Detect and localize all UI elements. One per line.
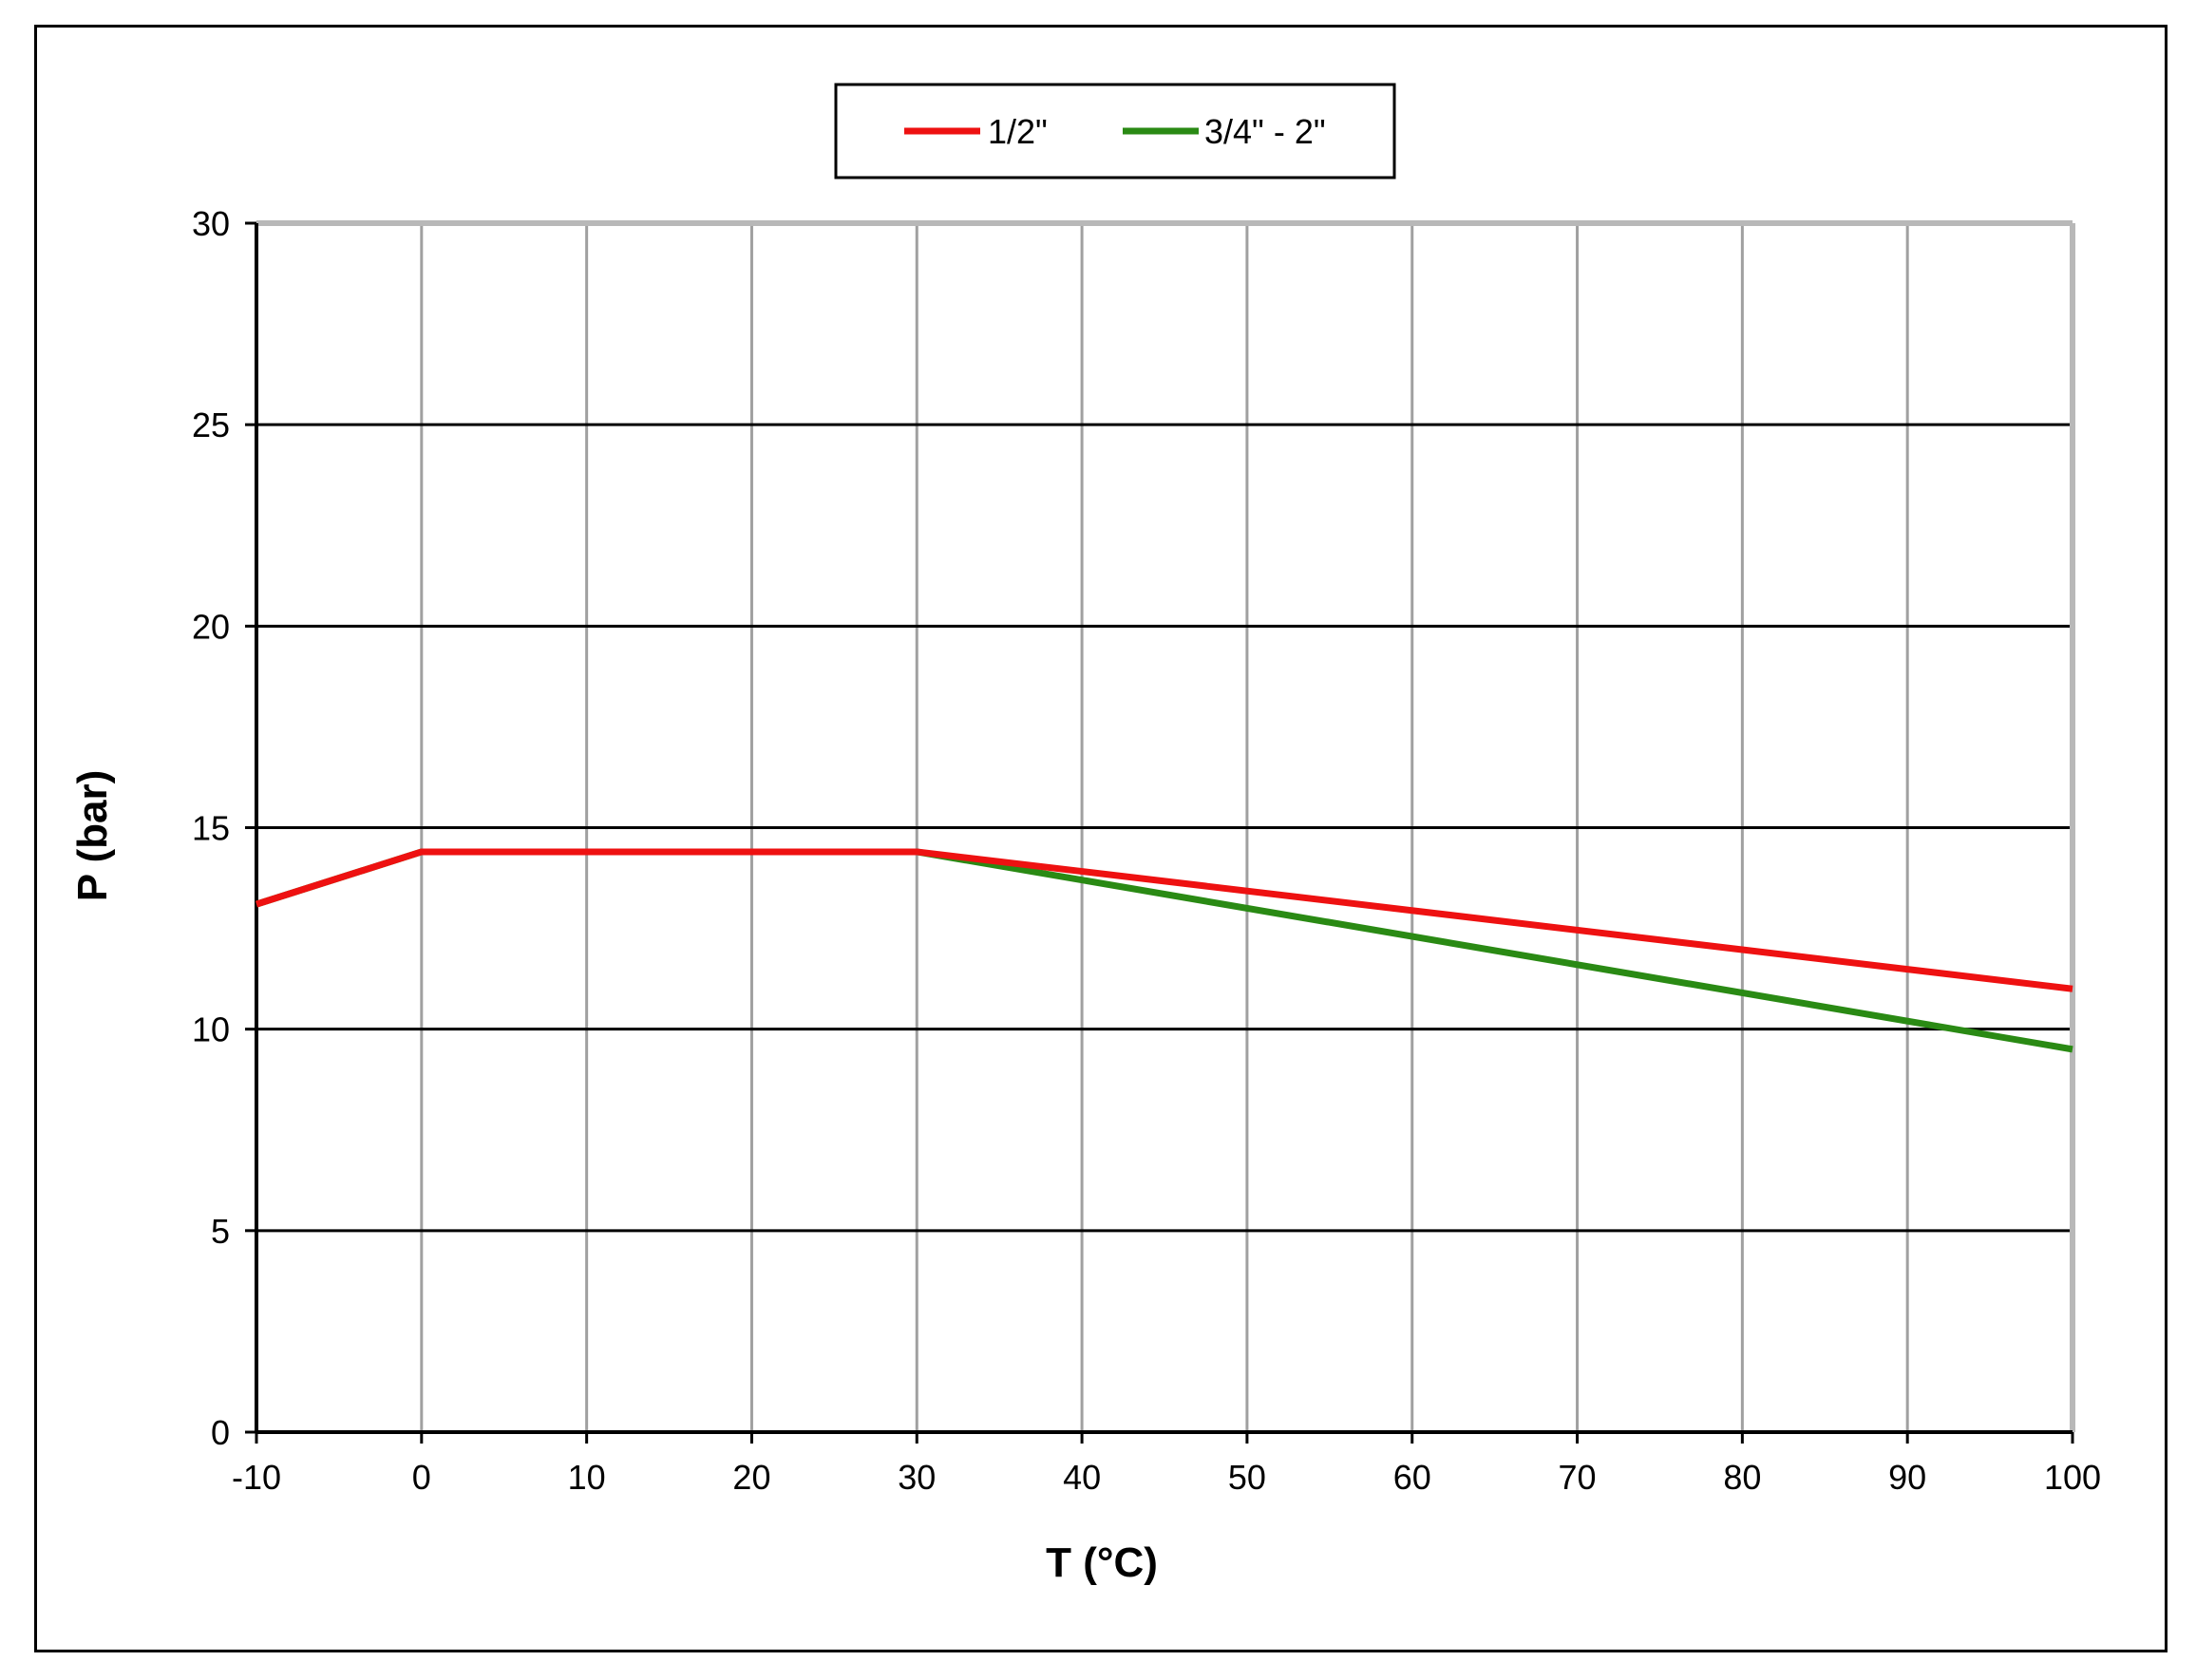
legend-label-1-2: 1/2" [988,112,1048,151]
x-axis-title: T (°C) [1046,1539,1158,1586]
grid [256,220,2075,1432]
y-tick-label-20: 20 [192,607,230,646]
x-tick-label-40: 40 [1063,1458,1101,1497]
series-lines [255,848,2073,1053]
x-tick-label-30: 30 [898,1458,936,1497]
x-tick-label--10: -10 [232,1458,281,1497]
x-tick-label-80: 80 [1723,1458,1761,1497]
y-tick-label-10: 10 [192,1010,230,1049]
chart-frame [34,25,2168,1652]
x-tick-label-10: 10 [568,1458,606,1497]
series-line-0 [255,848,2073,992]
x-tick-label-100: 100 [2044,1458,2101,1497]
y-tick-label-5: 5 [211,1212,230,1251]
x-tick-label-60: 60 [1393,1458,1431,1497]
legend: 1/2" 3/4" - 2" [834,83,1396,179]
axes [245,221,2074,1444]
x-tick-label-0: 0 [412,1458,431,1497]
y-tick-label-0: 0 [211,1413,230,1452]
x-tick-label-20: 20 [732,1458,770,1497]
legend-label-3-4-2: 3/4" - 2" [1204,112,1326,151]
y-tick-label-30: 30 [192,204,230,243]
x-tick-label-50: 50 [1228,1458,1266,1497]
x-tick-label-90: 90 [1888,1458,1926,1497]
y-tick-label-25: 25 [192,406,230,444]
x-tick-label-70: 70 [1559,1458,1597,1497]
y-tick-label-15: 15 [192,809,230,848]
y-axis-title: P (bar) [69,770,116,902]
